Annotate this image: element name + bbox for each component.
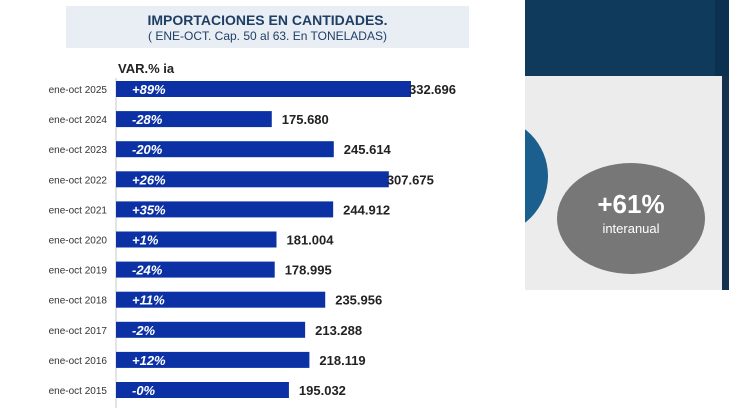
bar xyxy=(116,81,411,97)
bar-chart: ene-oct 2025 +89% 332.696 ene-oct 2024 -28% 1… xyxy=(49,78,456,408)
bar xyxy=(116,261,275,278)
category-label: ene-oct 2019 xyxy=(49,266,108,277)
variation-label: -28% xyxy=(132,112,163,127)
panel-edge-strip xyxy=(722,76,729,290)
category-label: ene-oct 2016 xyxy=(49,356,108,367)
variation-label: +12% xyxy=(132,353,166,368)
chart-title: IMPORTACIONES EN CANTIDADES. xyxy=(147,12,388,28)
variation-label: +35% xyxy=(132,202,166,217)
chart-title-box: IMPORTACIONES EN CANTIDADES. ( ENE-OCT. … xyxy=(66,6,469,48)
chart-area: IMPORTACIONES EN CANTIDADES. ( ENE-OCT. … xyxy=(48,6,469,408)
category-label: ene-oct 2017 xyxy=(49,326,108,337)
variation-label: -20% xyxy=(132,142,163,157)
bar xyxy=(116,382,289,398)
category-label: ene-oct 2018 xyxy=(49,296,108,307)
bar xyxy=(116,201,334,218)
bar xyxy=(116,141,334,158)
variation-column-header: VAR.% ia xyxy=(118,61,175,76)
variation-label: +1% xyxy=(132,233,159,248)
category-label: ene-oct 2015 xyxy=(49,386,108,397)
data-label: 175.680 xyxy=(282,112,329,127)
category-label: ene-oct 2023 xyxy=(49,145,108,156)
dark-header-band xyxy=(525,0,729,76)
category-label: ene-oct 2020 xyxy=(49,236,108,247)
chart-subtitle: ( ENE-OCT. Cap. 50 al 63. En TONELADAS) xyxy=(148,29,387,43)
interannual-value: +61% xyxy=(597,189,665,219)
variation-label: +89% xyxy=(132,82,166,97)
variation-label: -24% xyxy=(132,263,163,278)
data-label: 307.675 xyxy=(387,172,434,187)
bar xyxy=(116,111,272,128)
data-label: 181.004 xyxy=(286,233,334,248)
category-label: ene-oct 2022 xyxy=(49,175,108,186)
variation-label: -2% xyxy=(132,323,156,338)
data-label: 332.696 xyxy=(409,82,456,97)
bar xyxy=(116,351,310,368)
data-label: 245.614 xyxy=(344,142,392,157)
data-label: 235.956 xyxy=(335,293,382,308)
data-label: 244.912 xyxy=(343,202,390,217)
category-label: ene-oct 2025 xyxy=(49,85,108,96)
data-label: 178.995 xyxy=(285,263,332,278)
bar xyxy=(116,231,277,248)
bar xyxy=(116,321,306,338)
dark-header-strip xyxy=(715,0,729,76)
category-label: ene-oct 2021 xyxy=(49,205,108,216)
interannual-badge: +61% interanual xyxy=(557,163,705,274)
bar xyxy=(116,291,326,308)
variation-label: +11% xyxy=(132,293,165,308)
interannual-caption: interanual xyxy=(602,221,660,236)
variation-label: +26% xyxy=(132,172,166,187)
data-label: 213.288 xyxy=(315,323,362,338)
bar xyxy=(116,171,389,188)
category-label: ene-oct 2024 xyxy=(49,115,108,126)
data-label: 218.119 xyxy=(319,353,365,368)
data-label: 195.032 xyxy=(299,383,346,398)
variation-label: -0% xyxy=(132,383,156,398)
